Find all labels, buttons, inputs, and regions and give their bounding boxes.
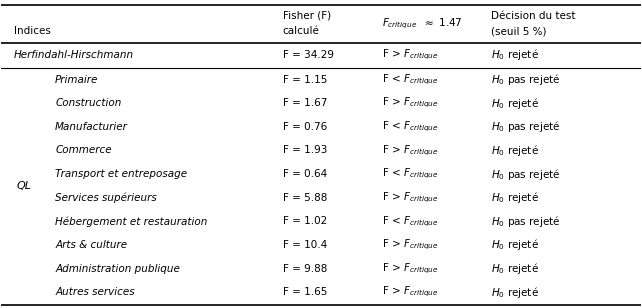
Text: calculé: calculé (282, 26, 320, 36)
Text: F > $F_{critique}$: F > $F_{critique}$ (382, 261, 438, 276)
Text: F = 9.88: F = 9.88 (282, 264, 327, 274)
Text: F < $F_{critique}$: F < $F_{critique}$ (382, 72, 438, 87)
Text: Indices: Indices (13, 26, 50, 36)
Text: Décision du test: Décision du test (490, 11, 575, 21)
Text: Manufacturier: Manufacturier (55, 122, 128, 132)
Text: $H_0$ rejeté: $H_0$ rejeté (490, 237, 539, 253)
Text: Services supérieurs: Services supérieurs (55, 192, 157, 203)
Text: $H_0$ rejeté: $H_0$ rejeté (490, 47, 539, 63)
Text: Hébergement et restauration: Hébergement et restauration (55, 216, 207, 227)
Text: $H_0$ pas rejeté: $H_0$ pas rejeté (490, 167, 560, 182)
Text: F > $F_{critique}$: F > $F_{critique}$ (382, 191, 438, 205)
Text: $H_0$ rejeté: $H_0$ rejeté (490, 261, 539, 276)
Text: $H_0$ pas rejeté: $H_0$ pas rejeté (490, 120, 560, 134)
Text: Herfindahl-Hirschmann: Herfindahl-Hirschmann (13, 50, 134, 60)
Text: F = 0.64: F = 0.64 (282, 169, 327, 179)
Text: F > $F_{critique}$: F > $F_{critique}$ (382, 143, 438, 158)
Text: F = 1.02: F = 1.02 (282, 216, 327, 226)
Text: F > $F_{critique}$: F > $F_{critique}$ (382, 285, 438, 299)
Text: $H_0$ pas rejeté: $H_0$ pas rejeté (490, 214, 560, 229)
Text: $H_0$ rejeté: $H_0$ rejeté (490, 96, 539, 111)
Text: $F_{critique}$  $\approx$ 1.47: $F_{critique}$ $\approx$ 1.47 (382, 17, 462, 31)
Text: Primaire: Primaire (55, 75, 98, 85)
Text: Autres services: Autres services (55, 287, 135, 297)
Text: Construction: Construction (55, 98, 121, 108)
Text: F = 34.29: F = 34.29 (282, 50, 334, 60)
Text: F = 1.67: F = 1.67 (282, 98, 327, 108)
Text: Fisher (F): Fisher (F) (282, 11, 331, 21)
Text: F > $F_{critique}$: F > $F_{critique}$ (382, 96, 438, 111)
Text: F = 0.76: F = 0.76 (282, 122, 327, 132)
Text: Administration publique: Administration publique (55, 264, 180, 274)
Text: F = 1.15: F = 1.15 (282, 75, 327, 85)
Text: QL: QL (17, 181, 31, 191)
Text: Commerce: Commerce (55, 145, 112, 156)
Text: F > $F_{critique}$: F > $F_{critique}$ (382, 238, 438, 252)
Text: F < $F_{critique}$: F < $F_{critique}$ (382, 214, 438, 229)
Text: $H_0$ rejeté: $H_0$ rejeté (490, 143, 539, 158)
Text: F < $F_{critique}$: F < $F_{critique}$ (382, 167, 438, 181)
Text: F < $F_{critique}$: F < $F_{critique}$ (382, 120, 438, 134)
Text: F = 1.65: F = 1.65 (282, 287, 327, 297)
Text: Arts & culture: Arts & culture (55, 240, 127, 250)
Text: $H_0$ pas rejeté: $H_0$ pas rejeté (490, 72, 560, 87)
Text: F = 5.88: F = 5.88 (282, 193, 327, 203)
Text: F > $F_{critique}$: F > $F_{critique}$ (382, 48, 438, 62)
Text: Transport et entreposage: Transport et entreposage (55, 169, 187, 179)
Text: $H_0$ rejeté: $H_0$ rejeté (490, 285, 539, 300)
Text: (seuil 5 %): (seuil 5 %) (490, 26, 546, 36)
Text: F = 10.4: F = 10.4 (282, 240, 327, 250)
Text: $H_0$ rejeté: $H_0$ rejeté (490, 190, 539, 205)
Text: F = 1.93: F = 1.93 (282, 145, 327, 156)
